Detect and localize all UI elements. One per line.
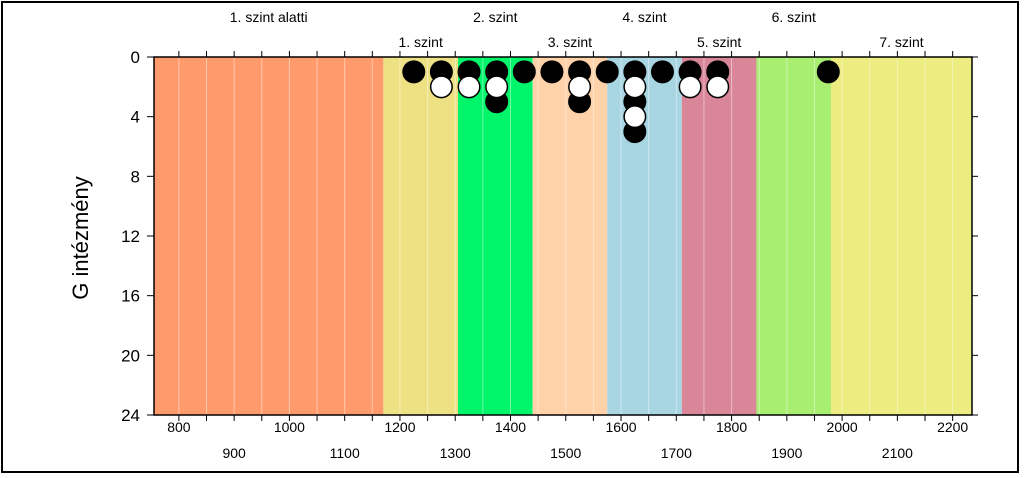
x-tick-label: 900	[222, 445, 246, 461]
x-tick-label: 1800	[716, 419, 747, 435]
data-point-filled	[650, 60, 674, 84]
band	[457, 57, 533, 415]
band	[383, 57, 458, 415]
data-point-open	[457, 75, 481, 99]
data-point-open	[568, 75, 592, 99]
x-tick-label: 1400	[495, 419, 526, 435]
y-tick-label: 4	[131, 108, 140, 127]
band-label: 4. szint	[622, 9, 666, 25]
y-tick-label: 8	[131, 167, 140, 186]
y-tick-label: 12	[121, 227, 140, 246]
band-label: 5. szint	[697, 34, 741, 50]
data-point-open	[485, 75, 509, 99]
band	[681, 57, 757, 415]
x-tick-label: 1300	[440, 445, 471, 461]
band	[831, 57, 972, 415]
band-label-layer: 1. szint alatti 1. szint 2. szint 3. szint 4…	[230, 9, 924, 50]
x-tick-label: 1600	[605, 419, 636, 435]
data-point-filled	[816, 60, 840, 84]
x-tick-label: 1700	[661, 445, 692, 461]
band-label: 2. szint	[473, 9, 517, 25]
grid-layer	[178, 57, 954, 415]
x-tick-label: 2000	[827, 419, 858, 435]
x-tick-label: 2100	[882, 445, 913, 461]
data-point-filled	[402, 60, 426, 84]
data-point-open	[429, 75, 453, 99]
y-tick-label: 0	[131, 48, 140, 67]
y-tick-label: 20	[121, 346, 140, 365]
data-point-open	[706, 75, 730, 99]
points-layer	[402, 60, 840, 144]
x-tick-label: 1500	[550, 445, 581, 461]
data-point-filled	[540, 60, 564, 84]
y-axis-title: G intézmény	[68, 176, 93, 300]
x-tick-label: 1000	[274, 419, 305, 435]
band	[756, 57, 832, 415]
x-tick-label: 1100	[330, 445, 360, 461]
band-label: 1. szint alatti	[230, 9, 308, 25]
band-label: 6. szint	[772, 9, 816, 25]
band	[532, 57, 608, 415]
x-tick-label: 1200	[384, 419, 415, 435]
band-label: 1. szint	[398, 34, 442, 50]
data-point-open	[623, 105, 647, 129]
y-axis: 0 4 8 12 16 20 24	[121, 48, 978, 425]
band-layer	[154, 57, 972, 415]
x-tick-label: 2200	[937, 419, 968, 435]
band-label: 3. szint	[548, 34, 592, 50]
x-axis: 800 1000 1200 1400 1600 1800 2000 2200 900 1100 13…	[167, 51, 968, 461]
data-point-open	[623, 75, 647, 99]
band	[154, 57, 384, 415]
x-tick-label: 1900	[771, 445, 802, 461]
data-point-filled	[512, 60, 536, 84]
x-tick-label: 800	[167, 419, 191, 435]
data-point-open	[678, 75, 702, 99]
y-tick-label: 16	[121, 287, 140, 306]
data-point-filled	[595, 60, 619, 84]
y-tick-label: 24	[121, 406, 140, 425]
band-label: 7. szint	[879, 34, 923, 50]
